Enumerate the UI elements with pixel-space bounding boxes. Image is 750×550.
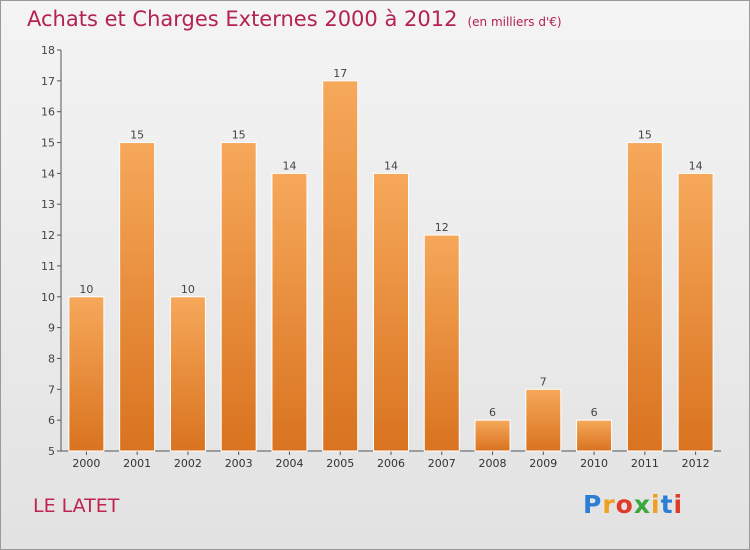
data-label: 15 [638, 129, 652, 142]
bar [220, 142, 257, 452]
logo-letter: x [633, 490, 651, 519]
y-tick-label: 16 [41, 106, 55, 119]
x-tick-label: 2012 [682, 457, 710, 470]
chart-title-text: Achats et Charges Externes 2000 à 2012 [27, 7, 458, 31]
x-tick-label: 2004 [275, 457, 303, 470]
y-tick-label: 15 [41, 137, 55, 150]
y-tick-label: 13 [41, 198, 55, 211]
x-tick-label: 2006 [377, 457, 405, 470]
bar [169, 296, 206, 452]
y-tick-label: 9 [48, 322, 55, 335]
proxiti-logo: Proxiti [583, 490, 683, 519]
x-tick-label: 2011 [631, 457, 659, 470]
logo-letter: i [651, 490, 661, 519]
logo-letter: t [660, 490, 674, 519]
y-tick-label: 7 [48, 383, 55, 396]
x-tick-label: 2002 [174, 457, 202, 470]
data-label: 15 [130, 129, 144, 142]
data-label: 15 [232, 129, 246, 142]
bars [68, 80, 714, 452]
y-tick-label: 14 [41, 167, 55, 180]
bar [525, 388, 562, 452]
logo-letter: r [602, 490, 616, 519]
y-tick-label: 6 [48, 414, 55, 427]
x-tick-label: 2008 [479, 457, 507, 470]
y-tick-label: 18 [41, 44, 55, 57]
x-tick-label: 2003 [225, 457, 253, 470]
bar [677, 172, 714, 452]
bar [119, 142, 156, 452]
data-label: 7 [540, 375, 547, 388]
data-label: 10 [181, 283, 195, 296]
bar [373, 172, 409, 452]
data-label: 14 [282, 159, 296, 172]
data-label: 10 [79, 283, 93, 296]
x-tick-label: 2005 [326, 457, 354, 470]
x-tick-label: 2000 [72, 457, 100, 470]
unit-label: (en milliers d'€) [467, 15, 562, 29]
data-label: 14 [384, 159, 398, 172]
chart-title: Achats et Charges Externes 2000 à 2012 (e… [27, 7, 562, 31]
y-tick-label: 8 [48, 352, 55, 365]
place-name: LE LATET [33, 495, 120, 517]
x-tick-label: 2007 [428, 457, 456, 470]
y-tick-label: 11 [41, 260, 55, 273]
y-tick-label: 12 [41, 229, 55, 242]
bar [423, 234, 460, 452]
bar [626, 142, 663, 452]
x-tick-label: 2001 [123, 457, 151, 470]
y-tick-label: 10 [41, 291, 55, 304]
bar [68, 296, 105, 452]
logo-letter: o [615, 490, 634, 519]
bar [474, 419, 511, 452]
logo-letter: i [673, 490, 684, 519]
y-tick-label: 5 [48, 445, 55, 458]
bar [271, 172, 308, 452]
logo-letter: P [583, 490, 603, 519]
data-label: 6 [591, 406, 598, 419]
x-tick-label: 2010 [580, 457, 608, 470]
bar [576, 419, 613, 452]
x-tick-label: 2009 [529, 457, 557, 470]
data-label: 14 [689, 159, 703, 172]
bar [322, 80, 359, 452]
data-label: 17 [333, 67, 347, 80]
data-label: 6 [489, 406, 496, 419]
y-tick-label: 17 [41, 75, 55, 88]
labels: 2000 10 2001 15 2002 10 2003 15 2004 14 2005 17 2006… [72, 67, 709, 470]
data-label: 12 [435, 221, 449, 234]
